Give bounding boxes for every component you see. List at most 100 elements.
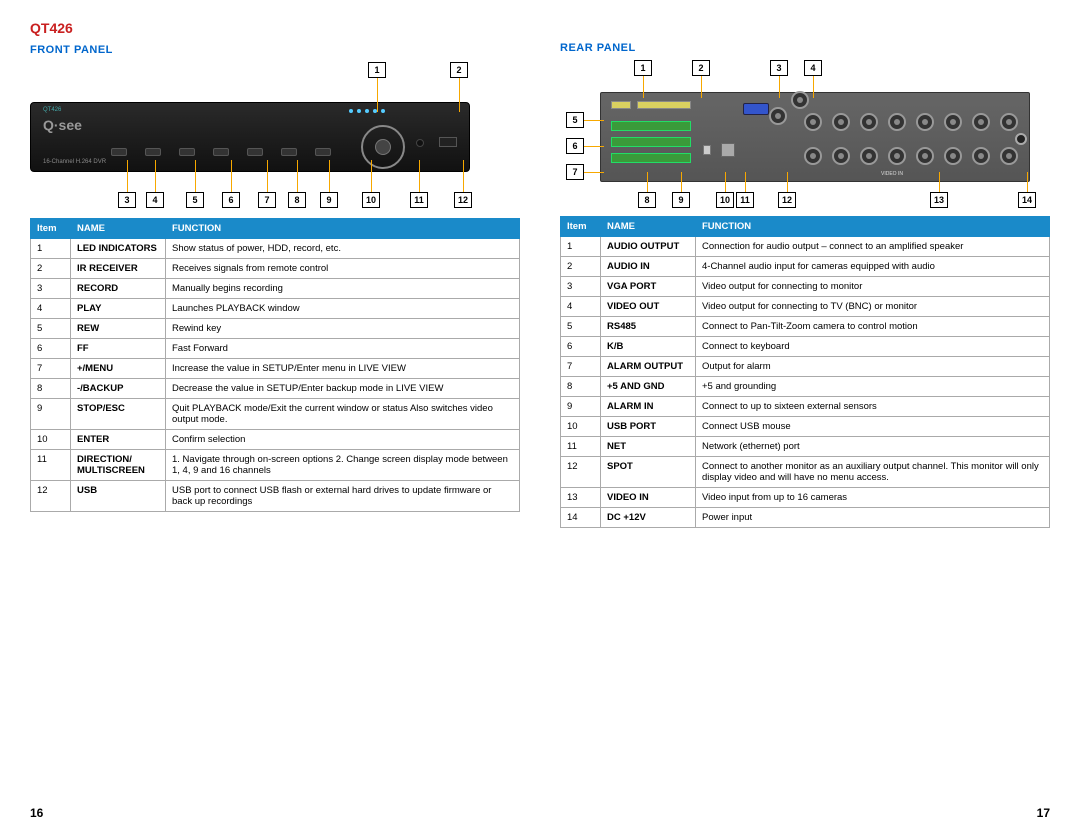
- table-row: 9ALARM INConnect to up to sixteen extern…: [561, 397, 1050, 417]
- item-number: 3: [31, 279, 71, 299]
- audio-in-icon: [637, 101, 691, 109]
- table-row: 7+/MENUIncrease the value in SETUP/Enter…: [31, 359, 520, 379]
- callout-number: 2: [692, 60, 710, 76]
- table-row: 4PLAYLaunches PLAYBACK window: [31, 299, 520, 319]
- device-model-small: QT426: [43, 107, 61, 113]
- item-function: Video input from up to 16 cameras: [696, 488, 1050, 508]
- item-function: Connect to another monitor as an auxilia…: [696, 457, 1050, 488]
- item-number: 2: [31, 259, 71, 279]
- table-row: 12SPOTConnect to another monitor as an a…: [561, 457, 1050, 488]
- ir-receiver-icon: [416, 139, 424, 147]
- item-name: IR RECEIVER: [71, 259, 166, 279]
- col-name: NAME: [71, 219, 166, 239]
- table-row: 8+5 AND GND+5 and grounding: [561, 377, 1050, 397]
- table-row: 11NETNetwork (ethernet) port: [561, 437, 1050, 457]
- item-name: ALARM IN: [601, 397, 696, 417]
- item-function: Increase the value in SETUP/Enter menu i…: [166, 359, 520, 379]
- page-number-right: 17: [1037, 806, 1050, 820]
- table-row: 12USBUSB port to connect USB flash or ex…: [31, 481, 520, 512]
- front-buttons-row: [111, 148, 331, 156]
- item-number: 6: [31, 339, 71, 359]
- item-function: Connect to keyboard: [696, 337, 1050, 357]
- item-name: +/MENU: [71, 359, 166, 379]
- item-number: 13: [561, 488, 601, 508]
- callout-number: 5: [566, 112, 584, 128]
- callout-number: 5: [186, 192, 204, 208]
- item-name: VGA PORT: [601, 277, 696, 297]
- item-function: Fast Forward: [166, 339, 520, 359]
- item-number: 7: [31, 359, 71, 379]
- led-indicators: [349, 109, 385, 113]
- item-function: USB port to connect USB flash or externa…: [166, 481, 520, 512]
- item-number: 12: [31, 481, 71, 512]
- table-row: 6FFFast Forward: [31, 339, 520, 359]
- jog-wheel: [361, 125, 405, 169]
- col-function: FUNCTION: [166, 219, 520, 239]
- item-number: 4: [561, 297, 601, 317]
- table-row: 5REWRewind key: [31, 319, 520, 339]
- item-number: 11: [31, 450, 71, 481]
- callout-number: 3: [118, 192, 136, 208]
- audio-out-icon: [611, 101, 631, 109]
- callout-number: 3: [770, 60, 788, 76]
- item-number: 10: [31, 430, 71, 450]
- table-row: 13VIDEO INVideo input from up to 16 came…: [561, 488, 1050, 508]
- callout-number: 11: [736, 192, 754, 208]
- item-number: 12: [561, 457, 601, 488]
- table-row: 2AUDIO IN4-Channel audio input for camer…: [561, 257, 1050, 277]
- item-number: 2: [561, 257, 601, 277]
- callout-number: 4: [804, 60, 822, 76]
- table-row: 11DIRECTION/ MULTISCREEN1. Navigate thro…: [31, 450, 520, 481]
- callout-number: 1: [368, 62, 386, 78]
- left-page: QT426 FRONT PANEL QT426 Q·see 16-Channel…: [30, 20, 520, 824]
- table-row: 6K/BConnect to keyboard: [561, 337, 1050, 357]
- alarm-block-icon: [611, 153, 691, 163]
- item-function: Manually begins recording: [166, 279, 520, 299]
- item-number: 1: [561, 237, 601, 257]
- item-number: 1: [31, 239, 71, 259]
- item-name: REW: [71, 319, 166, 339]
- item-name: K/B: [601, 337, 696, 357]
- power-jack-icon: [1015, 133, 1027, 145]
- callout-number: 8: [638, 192, 656, 208]
- front-panel-title: FRONT PANEL: [30, 44, 520, 56]
- callout-number: 7: [258, 192, 276, 208]
- item-name: ENTER: [71, 430, 166, 450]
- spot-bnc-icon: [769, 107, 787, 125]
- item-function: Connect to Pan-Tilt-Zoom camera to contr…: [696, 317, 1050, 337]
- callout-number: 8: [288, 192, 306, 208]
- item-function: Confirm selection: [166, 430, 520, 450]
- callout-number: 10: [716, 192, 734, 208]
- item-name: AUDIO IN: [601, 257, 696, 277]
- item-function: Output for alarm: [696, 357, 1050, 377]
- rear-device: VIDEO IN: [600, 92, 1030, 182]
- item-function: Video output for connecting to TV (BNC) …: [696, 297, 1050, 317]
- front-device: QT426 Q·see 16-Channel H.264 DVR: [30, 102, 470, 172]
- item-function: Quit PLAYBACK mode/Exit the current wind…: [166, 399, 520, 430]
- item-number: 4: [31, 299, 71, 319]
- device-logo: Q·see: [43, 117, 82, 133]
- col-function: FUNCTION: [696, 217, 1050, 237]
- item-function: Receives signals from remote control: [166, 259, 520, 279]
- callout-number: 14: [1018, 192, 1036, 208]
- item-function: Connect to up to sixteen external sensor…: [696, 397, 1050, 417]
- table-row: 3VGA PORTVideo output for connecting to …: [561, 277, 1050, 297]
- item-name: USB: [71, 481, 166, 512]
- table-row: 7ALARM OUTPUTOutput for alarm: [561, 357, 1050, 377]
- item-name: STOP/ESC: [71, 399, 166, 430]
- item-name: DC +12V: [601, 508, 696, 528]
- callout-number: 6: [566, 138, 584, 154]
- callout-number: 12: [778, 192, 796, 208]
- item-name: LED INDICATORS: [71, 239, 166, 259]
- vga-port-icon: [743, 103, 769, 115]
- item-number: 8: [561, 377, 601, 397]
- item-function: +5 and grounding: [696, 377, 1050, 397]
- table-row: 1LED INDICATORSShow status of power, HDD…: [31, 239, 520, 259]
- item-number: 9: [31, 399, 71, 430]
- table-row: 4VIDEO OUTVideo output for connecting to…: [561, 297, 1050, 317]
- item-number: 5: [31, 319, 71, 339]
- col-name: NAME: [601, 217, 696, 237]
- callout-number: 4: [146, 192, 164, 208]
- item-name: RECORD: [71, 279, 166, 299]
- callout-number: 11: [410, 192, 428, 208]
